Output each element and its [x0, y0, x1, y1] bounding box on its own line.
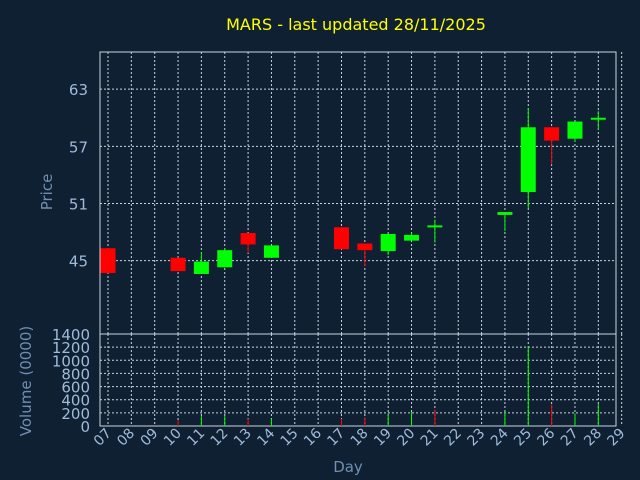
volume-bar-10 — [177, 420, 179, 426]
volume-tick-label: 1400 — [52, 326, 90, 344]
volume-bar-12 — [224, 415, 226, 426]
x-tick-label: 28 — [581, 426, 605, 450]
x-tick-label: 12 — [208, 426, 232, 450]
x-tick-label: 21 — [418, 426, 442, 450]
volume-bar-19 — [387, 413, 389, 426]
volume-bar-11 — [200, 416, 202, 426]
candle-13 — [240, 233, 256, 254]
candle-body — [193, 261, 209, 274]
candle-27 — [567, 121, 583, 142]
candle-body — [427, 225, 443, 228]
candle-body — [357, 243, 373, 251]
x-axis-label: Day — [333, 458, 363, 476]
chart-title: MARS - last updated 28/11/2025 — [226, 15, 486, 34]
x-tick-label: 11 — [184, 426, 208, 450]
candle-26 — [544, 127, 560, 165]
x-tick-label: 08 — [114, 426, 138, 450]
x-tick-label: 23 — [464, 426, 488, 450]
candle-28 — [590, 111, 606, 131]
volume-tick-label: 400 — [61, 392, 90, 410]
volume-bar-13 — [247, 418, 249, 426]
volume-tick-label: 800 — [61, 365, 90, 383]
x-tick-label: 15 — [278, 426, 302, 450]
volume-bar-28 — [597, 403, 599, 426]
price-tick-label: 51 — [69, 195, 88, 213]
volume-bar-21 — [434, 409, 436, 426]
candle-body — [590, 117, 606, 120]
x-tick-label: 09 — [138, 426, 162, 450]
candle-24 — [497, 212, 513, 232]
candle-body — [520, 127, 536, 193]
x-tick-label: 07 — [91, 426, 115, 450]
candle-body — [404, 234, 420, 241]
candle-07 — [100, 248, 116, 274]
volume-tick-label: 600 — [61, 379, 90, 397]
candle-14 — [263, 245, 279, 258]
candle-body — [333, 227, 349, 250]
volume-bar-26 — [551, 404, 553, 426]
candle-body — [217, 250, 233, 268]
candle-body — [240, 233, 256, 245]
volume-bar-18 — [364, 417, 366, 426]
volume-bar-17 — [340, 418, 342, 426]
x-tick-label: 16 — [301, 425, 325, 449]
candle-body — [170, 257, 186, 272]
volume-bar-25 — [527, 346, 529, 426]
candle-10 — [170, 257, 186, 272]
candle-body — [100, 248, 116, 274]
price-tick-label: 57 — [69, 138, 88, 156]
candle-18 — [357, 243, 373, 267]
x-tick-label: 13 — [231, 426, 255, 450]
volume-bar-27 — [574, 413, 576, 426]
x-tick-label: 22 — [441, 426, 465, 450]
volume-tick-label: 1200 — [52, 339, 90, 357]
x-tick-label: 20 — [394, 426, 418, 450]
candle-body — [544, 127, 560, 141]
x-tick-label: 25 — [511, 426, 535, 450]
volume-panel: 07 08 09 10 11 12 13 14 15 16 17 18 19 20 21 22 23 24 25 26… — [52, 326, 629, 449]
price-tick-label: 63 — [69, 81, 88, 99]
price-axis-label: Price — [38, 174, 56, 211]
candle-11 — [193, 252, 209, 274]
volume-bar-20 — [411, 412, 413, 426]
candle-25 — [520, 108, 536, 209]
x-tick-label: 19 — [371, 426, 395, 450]
candle-19 — [380, 233, 396, 255]
volume-plot-frame — [99, 333, 617, 427]
candle-17 — [333, 227, 349, 250]
x-tick-label: 17 — [324, 426, 348, 450]
volume-tick-label: 1000 — [52, 352, 90, 370]
price-panel: 45 51 57 63 — [69, 51, 623, 335]
candle-21 — [427, 219, 443, 243]
x-tick-label: 24 — [488, 425, 512, 449]
x-tick-label: 27 — [558, 426, 582, 450]
volume-bar-24 — [504, 412, 506, 426]
x-tick-label: 26 — [535, 425, 559, 449]
x-tick-label: 29 — [605, 426, 629, 450]
candle-body — [263, 245, 279, 258]
price-plot-frame — [99, 51, 617, 335]
candle-20 — [404, 233, 420, 241]
candle-body — [567, 121, 583, 139]
volume-tick-label: 200 — [61, 405, 90, 423]
candle-body — [380, 233, 396, 252]
x-tick-label: 10 — [161, 426, 185, 450]
candle-body — [497, 212, 513, 215]
volume-bar-14 — [270, 418, 272, 426]
price-tick-label: 45 — [69, 253, 88, 271]
volume-axis-label: Volume (0000) — [17, 326, 35, 436]
x-tick-label: 14 — [254, 425, 278, 449]
x-tick-label: 18 — [348, 426, 372, 450]
volume-tick-label: 0 — [80, 418, 90, 436]
candle-12 — [217, 248, 233, 268]
